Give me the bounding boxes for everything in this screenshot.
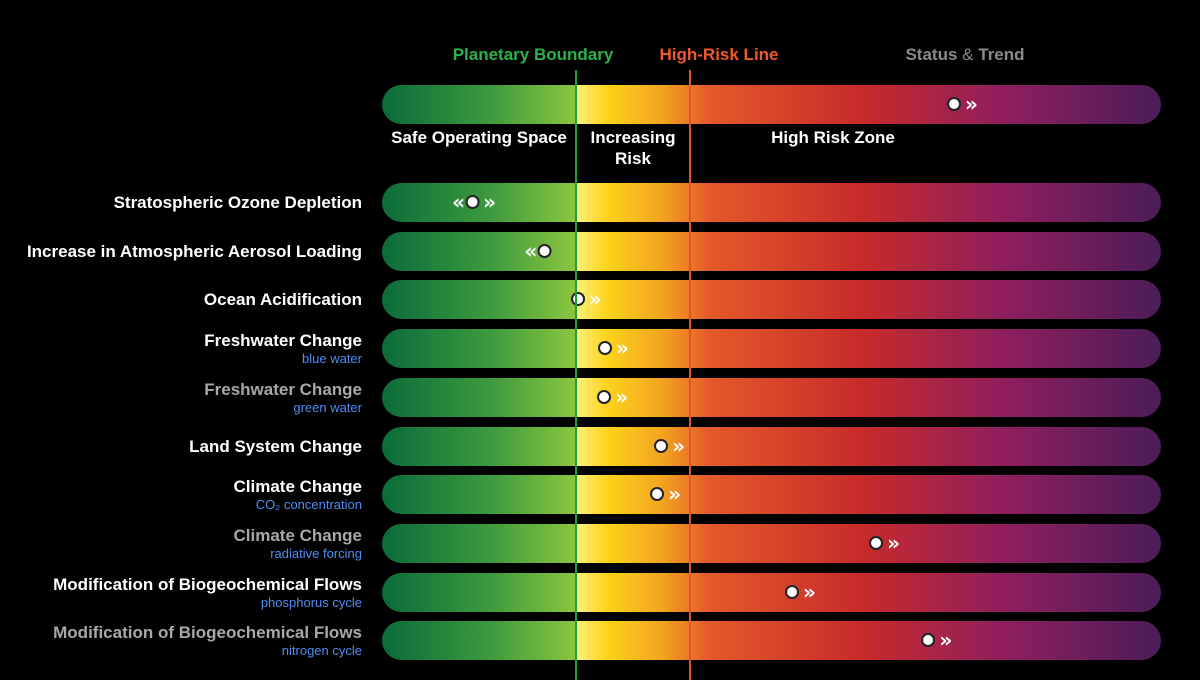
row-label: Climate Change CO₂ concentration bbox=[234, 475, 362, 514]
boundary-row: Climate Change CO₂ concentration » bbox=[0, 475, 1200, 514]
status-dot-icon bbox=[869, 536, 884, 550]
chevron-double-right-icon: » bbox=[588, 287, 602, 311]
row-label: Ocean Acidification bbox=[204, 280, 362, 319]
row-title: Stratospheric Ozone Depletion bbox=[113, 192, 362, 212]
chevron-double-right-icon: » bbox=[668, 482, 681, 506]
boundary-row: Stratospheric Ozone Depletion «» bbox=[0, 183, 1200, 222]
ampersand: & bbox=[962, 45, 974, 64]
chevron-double-right-icon: » bbox=[803, 580, 816, 604]
row-label: Modification of Biogeochemical Flows nitr… bbox=[53, 621, 362, 660]
row-label: Climate Change radiative forcing bbox=[234, 524, 362, 563]
boundary-row: Land System Change » bbox=[0, 427, 1200, 466]
status-dot-icon bbox=[465, 195, 480, 209]
status-dot-icon bbox=[654, 439, 669, 453]
status-marker: » bbox=[598, 336, 629, 360]
status-marker: « bbox=[524, 239, 552, 263]
chevron-double-right-icon: » bbox=[615, 385, 628, 409]
gradient-bar: » bbox=[382, 475, 1161, 514]
status-trend-label: Status & Trend bbox=[905, 45, 1024, 65]
increasing-risk-label: Increasing Risk bbox=[590, 128, 676, 168]
chevron-double-right-icon: » bbox=[483, 190, 496, 214]
row-title: Climate Change bbox=[233, 526, 362, 545]
status-marker: » bbox=[785, 580, 816, 604]
status-dot-icon bbox=[785, 585, 800, 599]
boundary-row: Climate Change radiative forcing » bbox=[0, 524, 1200, 563]
chevron-double-right-icon: » bbox=[887, 531, 900, 555]
boundary-row: Modification of Biogeochemical Flows nitr… bbox=[0, 621, 1200, 660]
status-marker: » bbox=[597, 385, 628, 409]
gradient-bar: « bbox=[382, 232, 1161, 271]
status-dot-icon bbox=[650, 487, 665, 501]
chevron-double-left-icon: « bbox=[524, 239, 537, 263]
status-marker: » bbox=[654, 434, 685, 458]
boundary-row: Freshwater Change blue water » bbox=[0, 329, 1200, 368]
status-dot-icon bbox=[597, 390, 612, 404]
chevron-double-right-icon: » bbox=[965, 92, 978, 116]
planetary-boundary-line bbox=[575, 70, 577, 680]
status-marker: «» bbox=[452, 190, 496, 214]
high-risk-line bbox=[689, 70, 691, 680]
chevron-double-right-icon: » bbox=[672, 434, 685, 458]
row-title: Land System Change bbox=[189, 436, 362, 456]
chevron-double-right-icon: » bbox=[939, 628, 952, 652]
row-label: Freshwater Change green water bbox=[204, 378, 362, 417]
boundary-row: Ocean Acidification » bbox=[0, 280, 1200, 319]
status-dot-icon bbox=[570, 292, 585, 306]
gradient-bar: » bbox=[382, 573, 1161, 612]
status-dot-icon bbox=[537, 244, 552, 258]
row-title: Modification of Biogeochemical Flows bbox=[53, 575, 362, 594]
row-label: Stratospheric Ozone Depletion bbox=[114, 183, 362, 222]
gradient-bar: » bbox=[382, 427, 1161, 466]
high-risk-zone-label: High Risk Zone bbox=[771, 128, 895, 147]
gradient-bar: » bbox=[382, 378, 1161, 417]
row-label: Increase in Atmospheric Aerosol Loading bbox=[27, 232, 362, 271]
boundary-row: Increase in Atmospheric Aerosol Loading « bbox=[0, 232, 1200, 271]
boundary-row: Modification of Biogeochemical Flows phos… bbox=[0, 573, 1200, 612]
status-word: Status bbox=[905, 45, 958, 64]
gradient-bar: » bbox=[382, 280, 1161, 319]
row-title: Ocean Acidification bbox=[203, 289, 362, 309]
chevron-double-left-icon: « bbox=[452, 190, 465, 214]
status-marker: » bbox=[869, 531, 900, 555]
row-subtitle: phosphorus cycle bbox=[260, 595, 362, 610]
row-title: Freshwater Change bbox=[204, 331, 362, 350]
boundary-row: Freshwater Change green water » bbox=[0, 378, 1200, 417]
row-subtitle: blue water bbox=[302, 351, 362, 366]
row-subtitle: CO₂ concentration bbox=[255, 497, 362, 512]
status-dot-icon bbox=[598, 341, 613, 355]
safe-operating-space-label: Safe Operating Space bbox=[391, 128, 567, 147]
trend-word: Trend bbox=[978, 45, 1025, 64]
status-dot-icon bbox=[947, 97, 962, 111]
row-title: Freshwater Change bbox=[204, 380, 362, 399]
gradient-bar: «» bbox=[382, 183, 1161, 222]
row-subtitle: green water bbox=[293, 400, 362, 415]
row-label: Modification of Biogeochemical Flows phos… bbox=[53, 573, 362, 612]
chevron-double-right-icon: » bbox=[616, 336, 629, 360]
status-marker: » bbox=[921, 628, 952, 652]
status-marker: » bbox=[650, 482, 681, 506]
legend-gradient-bar: » bbox=[382, 85, 1161, 124]
status-dot-icon bbox=[921, 633, 936, 647]
gradient-bar: » bbox=[382, 621, 1161, 660]
planetary-boundary-label: Planetary Boundary bbox=[452, 45, 614, 64]
row-title: Climate Change bbox=[233, 477, 362, 496]
legend-status-marker: » bbox=[947, 92, 978, 116]
row-title: Modification of Biogeochemical Flows bbox=[53, 623, 362, 642]
high-risk-line-label: High-Risk Line bbox=[659, 45, 779, 64]
gradient-bar: » bbox=[382, 329, 1161, 368]
gradient-bar: » bbox=[382, 524, 1161, 563]
row-title: Increase in Atmospheric Aerosol Loading bbox=[26, 241, 362, 261]
row-label: Freshwater Change blue water bbox=[204, 329, 362, 368]
row-label: Land System Change bbox=[189, 427, 362, 466]
row-subtitle: radiative forcing bbox=[270, 546, 362, 561]
row-subtitle: nitrogen cycle bbox=[281, 643, 362, 658]
